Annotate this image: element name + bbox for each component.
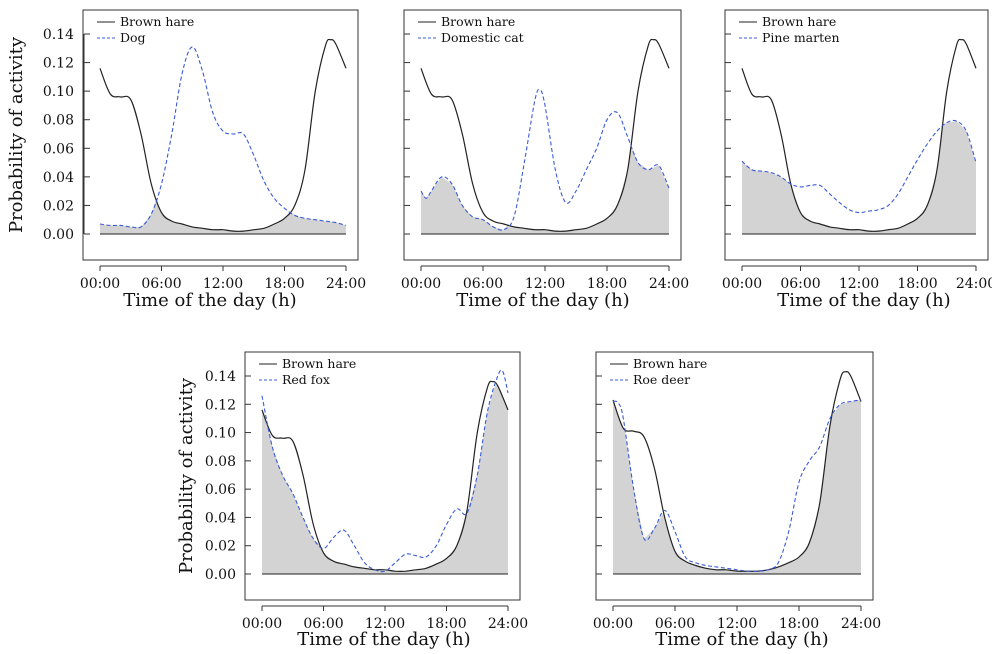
y-tick-label: 0.08 [205,454,236,470]
x-tick-label: 12:00 [525,276,565,292]
overlap-area [421,146,669,234]
y-tick-label: 0.00 [43,227,74,243]
series-line-roe-deer [612,399,862,572]
series-line-dog [99,46,347,229]
x-tick-label: 06:00 [303,616,343,632]
x-tick-label: 12:00 [365,616,405,632]
x-tick-label: 06:00 [655,616,695,632]
x-tick-label: 06:00 [141,276,181,292]
series-line-brown-hare [261,380,509,572]
legend-label: Red fox [282,372,330,387]
x-tick-label: 00:00 [722,276,762,292]
y-tick-label: 0.06 [43,141,74,157]
x-tick-label: 00:00 [593,616,633,632]
x-tick-label: 12:00 [203,276,243,292]
x-tick-label: 24:00 [488,616,528,632]
y-tick-label: 0.14 [43,27,74,43]
series-line-brown-hare [99,38,347,232]
legend-label: Brown hare [633,356,707,371]
x-tick-label: 00:00 [242,616,282,632]
x-axis-title: Time of the day (h) [655,629,828,650]
overlap-area [742,121,976,234]
y-tick-label: 0.04 [205,510,236,526]
x-tick-label: 24:00 [956,276,992,292]
y-tick-label: 0.02 [205,539,236,555]
legend-label: Brown hare [120,14,194,29]
series-line-pine-marten [741,119,977,214]
x-axis-title: Time of the day (h) [456,290,629,311]
legend-label: Roe deer [633,372,690,387]
x-tick-label: 18:00 [779,616,819,632]
y-tick-label: 0.06 [205,482,236,498]
x-tick-label: 24:00 [649,276,689,292]
legend-label: Pine marten [762,30,840,45]
x-tick-label: 06:00 [463,276,503,292]
y-axis-title: Probability of activity [6,36,27,233]
y-tick-label: 0.04 [43,170,74,186]
series-line-domestic-cat [420,88,670,231]
overlap-area [613,400,861,574]
plot-frame [82,9,359,261]
y-axis-title: Probability of activity [176,377,197,574]
x-tick-label: 00:00 [401,276,441,292]
series-line-brown-hare [420,38,670,232]
x-tick-label: 00:00 [80,276,120,292]
x-tick-label: 18:00 [264,276,304,292]
overlap-area [100,199,346,234]
y-tick-label: 0.08 [43,113,74,129]
y-tick-label: 0.12 [43,56,74,72]
x-tick-label: 12:00 [717,616,757,632]
y-tick-label: 0.00 [205,567,236,583]
series-line-brown-hare [741,38,977,232]
x-axis-title: Time of the day (h) [297,629,470,650]
y-tick-label: 0.10 [43,84,74,100]
legend-label: Brown hare [441,14,515,29]
series-line-red-fox [261,369,509,573]
legend-label: Brown hare [762,14,836,29]
x-tick-label: 24:00 [841,616,881,632]
y-tick-label: 0.10 [205,426,236,442]
legend-label: Dog [120,30,146,45]
x-tick-label: 18:00 [897,276,937,292]
x-axis-title: Time of the day (h) [123,290,296,311]
series-line-brown-hare [612,370,862,572]
x-tick-label: 18:00 [426,616,466,632]
x-tick-label: 12:00 [839,276,879,292]
y-tick-label: 0.02 [43,198,74,214]
x-tick-label: 24:00 [326,276,366,292]
y-tick-label: 0.12 [205,397,236,413]
x-tick-label: 18:00 [587,276,627,292]
legend-label: Domestic cat [441,30,524,45]
overlap-area [262,384,508,574]
x-axis-title: Time of the day (h) [777,290,950,311]
x-tick-label: 06:00 [780,276,820,292]
legend-label: Brown hare [282,356,356,371]
y-tick-label: 0.14 [205,369,236,385]
